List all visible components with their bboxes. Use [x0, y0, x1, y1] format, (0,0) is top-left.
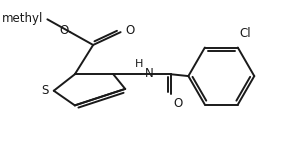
Text: O: O	[59, 24, 68, 37]
Text: Cl: Cl	[240, 27, 251, 40]
Text: H: H	[135, 59, 143, 69]
Text: N: N	[145, 67, 154, 80]
Text: S: S	[41, 84, 48, 97]
Text: O: O	[125, 24, 135, 37]
Text: O: O	[174, 97, 183, 110]
Text: methyl: methyl	[2, 12, 44, 25]
